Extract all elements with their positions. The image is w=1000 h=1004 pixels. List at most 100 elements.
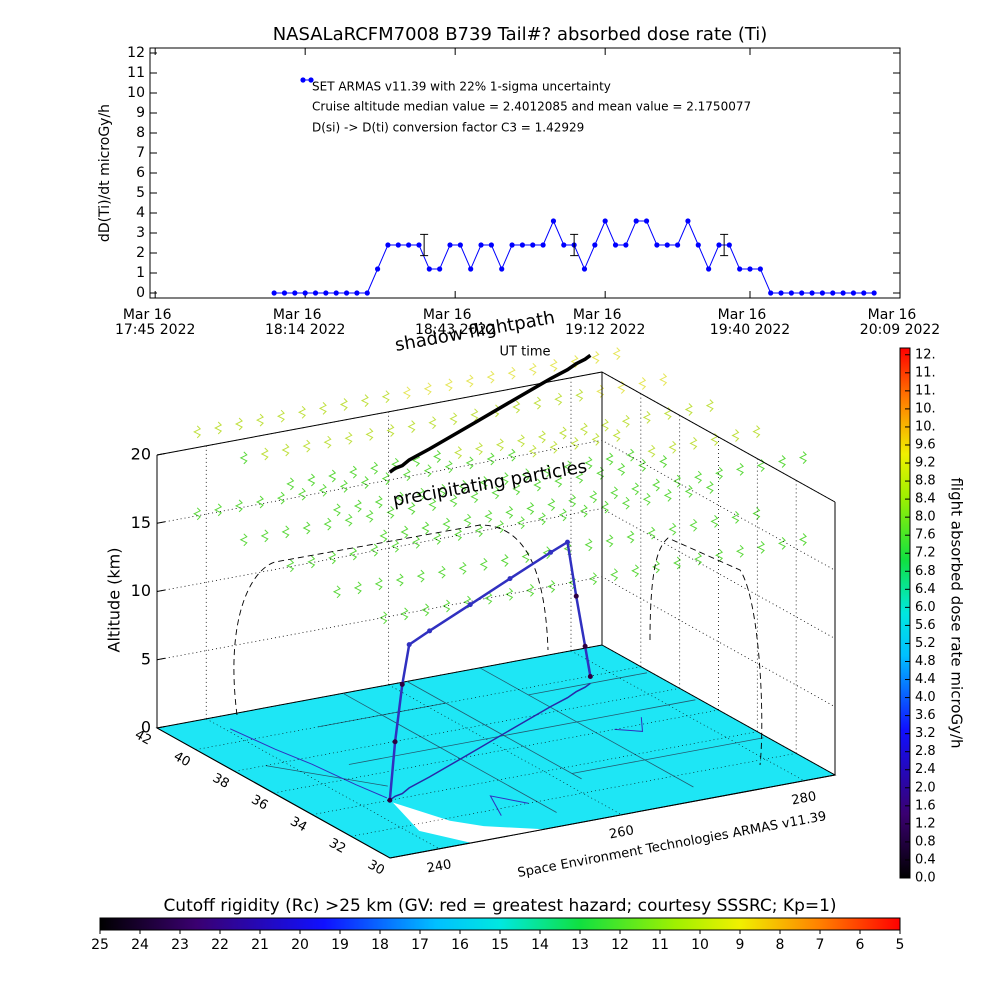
box-edge	[156, 727, 391, 859]
map-border	[528, 672, 647, 696]
particle-mark	[547, 580, 556, 593]
particle-mark	[612, 429, 621, 442]
particle-mark	[647, 526, 656, 540]
colorbar-tick-label: 5.6	[915, 618, 936, 633]
data-point	[406, 242, 412, 248]
grid-line	[206, 718, 440, 850]
data-point	[374, 266, 381, 272]
particle-mark	[255, 495, 264, 509]
particle-mark	[412, 535, 421, 549]
data-point	[737, 266, 743, 272]
particle-mark	[575, 470, 584, 484]
particle-mark	[668, 522, 677, 536]
colorbar-tick-label: 0.0	[915, 871, 936, 886]
particle-mark	[610, 486, 619, 500]
y-tick-label: 11	[127, 65, 145, 81]
flight-point	[507, 576, 513, 582]
particle-mark	[537, 430, 546, 444]
data-point	[674, 242, 681, 248]
particle-mark	[659, 373, 668, 386]
particle-mark	[537, 512, 546, 526]
colorbar-tick-label: 5	[896, 937, 905, 953]
box-edge	[601, 371, 836, 503]
y-tick-label: 2	[136, 245, 145, 261]
colorbar-tick-label: 11.	[915, 365, 936, 380]
flight-point	[587, 673, 593, 679]
particle-mark	[533, 396, 542, 410]
data-point	[509, 242, 515, 248]
y-tick-label: 1	[136, 265, 145, 281]
colorbar-tick-label: 8	[776, 937, 785, 953]
data-point	[788, 290, 794, 296]
particle-mark	[642, 411, 651, 424]
data-point	[830, 290, 836, 296]
particle-mark	[437, 565, 446, 579]
data-point	[550, 218, 557, 224]
particle-mark	[752, 507, 761, 520]
colorbar-tick-label: 18	[371, 937, 389, 953]
particle-mark	[684, 485, 693, 498]
data-point	[757, 266, 763, 272]
data-point	[385, 242, 391, 248]
colorbar-tick-label: 4.0	[915, 690, 936, 705]
particle-mark	[281, 525, 290, 539]
map-coast	[229, 728, 388, 799]
y-tick-label: 3	[136, 225, 145, 241]
particle-mark	[276, 491, 285, 505]
particle-mark	[528, 362, 537, 376]
x-tick-label: 20:09 2022	[860, 322, 940, 338]
particle-mark	[416, 487, 425, 501]
particle-mark	[486, 452, 495, 466]
data-point	[623, 242, 629, 248]
x-tick-label: 18:14 2022	[265, 322, 345, 338]
x-tick-label: Mar 16	[423, 307, 472, 323]
x-tick-label: Mar 16	[123, 307, 172, 323]
data-point	[726, 242, 732, 248]
annotation: Cruise altitude median value = 2.4012085…	[312, 100, 751, 114]
x-tick-label: 19:12 2022	[565, 322, 645, 338]
particle-mark	[512, 482, 521, 496]
particle-mark	[239, 533, 248, 547]
particle-mark	[715, 466, 724, 480]
particle-mark	[526, 502, 535, 515]
colorbar-tick-label: 8.4	[915, 492, 936, 507]
colorbar-tick-label: 10.	[915, 419, 936, 434]
colorbar-tick-label: 4.8	[915, 654, 936, 669]
colorbar-tick-label: 9.6	[915, 437, 936, 452]
x-axis-label: UT time	[500, 345, 551, 360]
y-tick-label: 40	[171, 749, 193, 770]
data-point	[530, 242, 536, 248]
particle-mark	[339, 398, 348, 411]
particle-mark	[626, 448, 635, 462]
particle-mark	[370, 461, 379, 475]
particle-mark	[549, 440, 558, 454]
particle-mark	[428, 416, 437, 430]
particle-mark	[276, 409, 285, 423]
particle-mark	[353, 499, 362, 513]
colorbar-tick-label: 9	[736, 937, 745, 953]
colorbar-tick-label: 17	[411, 937, 429, 953]
colorbar-tick-label: 16	[451, 937, 469, 953]
particle-mark	[402, 468, 411, 482]
particle-mark	[689, 437, 698, 450]
data-point	[447, 242, 453, 248]
particle-mark	[735, 463, 744, 476]
particle-mark	[318, 402, 327, 415]
y-tick-label: 34	[287, 814, 309, 835]
data-point	[271, 290, 277, 296]
particle-mark	[297, 405, 306, 419]
particle-mark	[663, 489, 672, 502]
y-tick-label: 5	[136, 185, 145, 201]
colorbar-tick-label: 2.0	[915, 780, 936, 795]
x-tick-label: 240	[426, 857, 453, 876]
z-tick-label: 5	[141, 649, 151, 668]
data-point	[871, 290, 877, 296]
z-axis-label: Altitude (km)	[105, 548, 124, 653]
particle-mark	[353, 581, 362, 595]
data-point	[643, 218, 650, 224]
data-point	[581, 266, 588, 272]
colorbar-tick-label: 5.2	[915, 636, 936, 651]
particle-mark	[423, 464, 432, 478]
particle-mark	[286, 477, 295, 491]
particle-mark	[307, 473, 316, 487]
